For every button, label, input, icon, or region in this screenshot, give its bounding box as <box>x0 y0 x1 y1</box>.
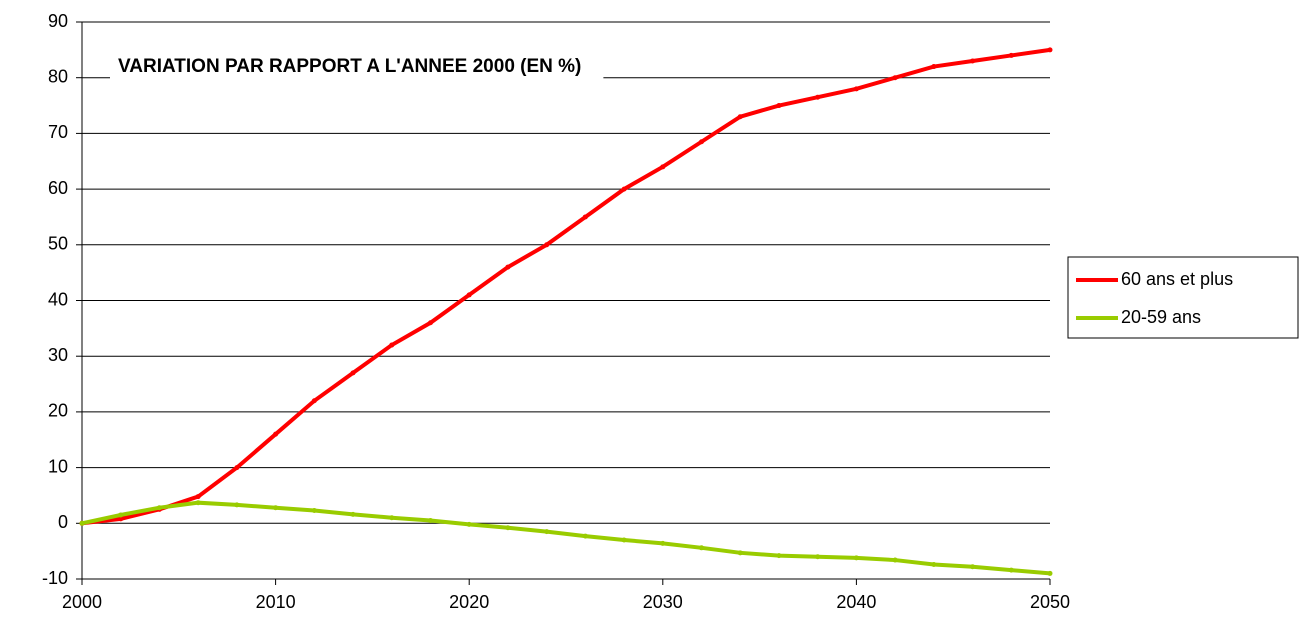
point <box>776 553 782 559</box>
point <box>853 86 859 92</box>
y-tick-label: 70 <box>48 122 68 142</box>
y-tick-label: 10 <box>48 456 68 476</box>
point <box>853 555 859 561</box>
point <box>699 139 705 145</box>
point <box>737 114 743 120</box>
point <box>1008 52 1014 58</box>
point <box>1047 47 1053 53</box>
point <box>311 507 317 513</box>
x-tick-label: 2050 <box>1030 592 1070 612</box>
point <box>815 554 821 560</box>
point <box>931 64 937 70</box>
point <box>427 518 433 524</box>
point <box>234 502 240 508</box>
point <box>660 540 666 546</box>
point <box>931 562 937 568</box>
point <box>660 164 666 170</box>
point <box>311 398 317 404</box>
legend-label: 60 ans et plus <box>1121 269 1233 289</box>
x-tick-label: 2040 <box>836 592 876 612</box>
x-tick-label: 2020 <box>449 592 489 612</box>
point <box>892 75 898 81</box>
point <box>582 533 588 539</box>
point <box>505 264 511 270</box>
point <box>118 512 124 518</box>
legend-label: 20-59 ans <box>1121 307 1201 327</box>
point <box>234 465 240 471</box>
point <box>350 370 356 376</box>
y-tick-label: 50 <box>48 234 68 254</box>
y-tick-label: 80 <box>48 66 68 86</box>
overlay: VARIATION PAR RAPPORT A L'ANNEE 2000 (EN… <box>110 54 1299 339</box>
title-background <box>110 54 604 80</box>
point <box>970 564 976 570</box>
y-tick-label: 20 <box>48 401 68 421</box>
point <box>776 103 782 109</box>
point <box>544 529 550 535</box>
point <box>118 516 124 522</box>
point <box>970 58 976 64</box>
point <box>621 186 627 192</box>
point <box>79 520 85 526</box>
point <box>815 94 821 100</box>
plot <box>79 47 1053 576</box>
legend-box <box>1067 256 1299 339</box>
x-tick-label: 2010 <box>256 592 296 612</box>
point <box>195 500 201 506</box>
point <box>466 521 472 527</box>
chart-title: VARIATION PAR RAPPORT A L'ANNEE 2000 (EN… <box>118 56 581 77</box>
point <box>156 505 162 511</box>
y-tick-label: 90 <box>48 11 68 31</box>
point <box>621 537 627 543</box>
point <box>195 494 201 500</box>
point <box>699 545 705 551</box>
point <box>1008 567 1014 573</box>
y-tick-label: 40 <box>48 289 68 309</box>
y-tick-label: -10 <box>42 568 68 588</box>
point <box>273 431 279 437</box>
point <box>389 342 395 348</box>
y-tick-label: 0 <box>58 512 68 532</box>
y-tick-label: 60 <box>48 178 68 198</box>
point <box>350 511 356 517</box>
point <box>389 515 395 521</box>
point <box>892 557 898 563</box>
point <box>582 214 588 220</box>
point <box>427 320 433 326</box>
y-tick-label: 30 <box>48 345 68 365</box>
point <box>273 505 279 511</box>
series-line <box>81 47 1051 526</box>
x-tick-label: 2030 <box>643 592 683 612</box>
point <box>544 242 550 248</box>
point <box>737 550 743 556</box>
point <box>466 292 472 298</box>
x-tick-label: 2000 <box>62 592 102 612</box>
point <box>505 525 511 531</box>
point <box>1047 570 1053 576</box>
series-line <box>81 500 1051 576</box>
